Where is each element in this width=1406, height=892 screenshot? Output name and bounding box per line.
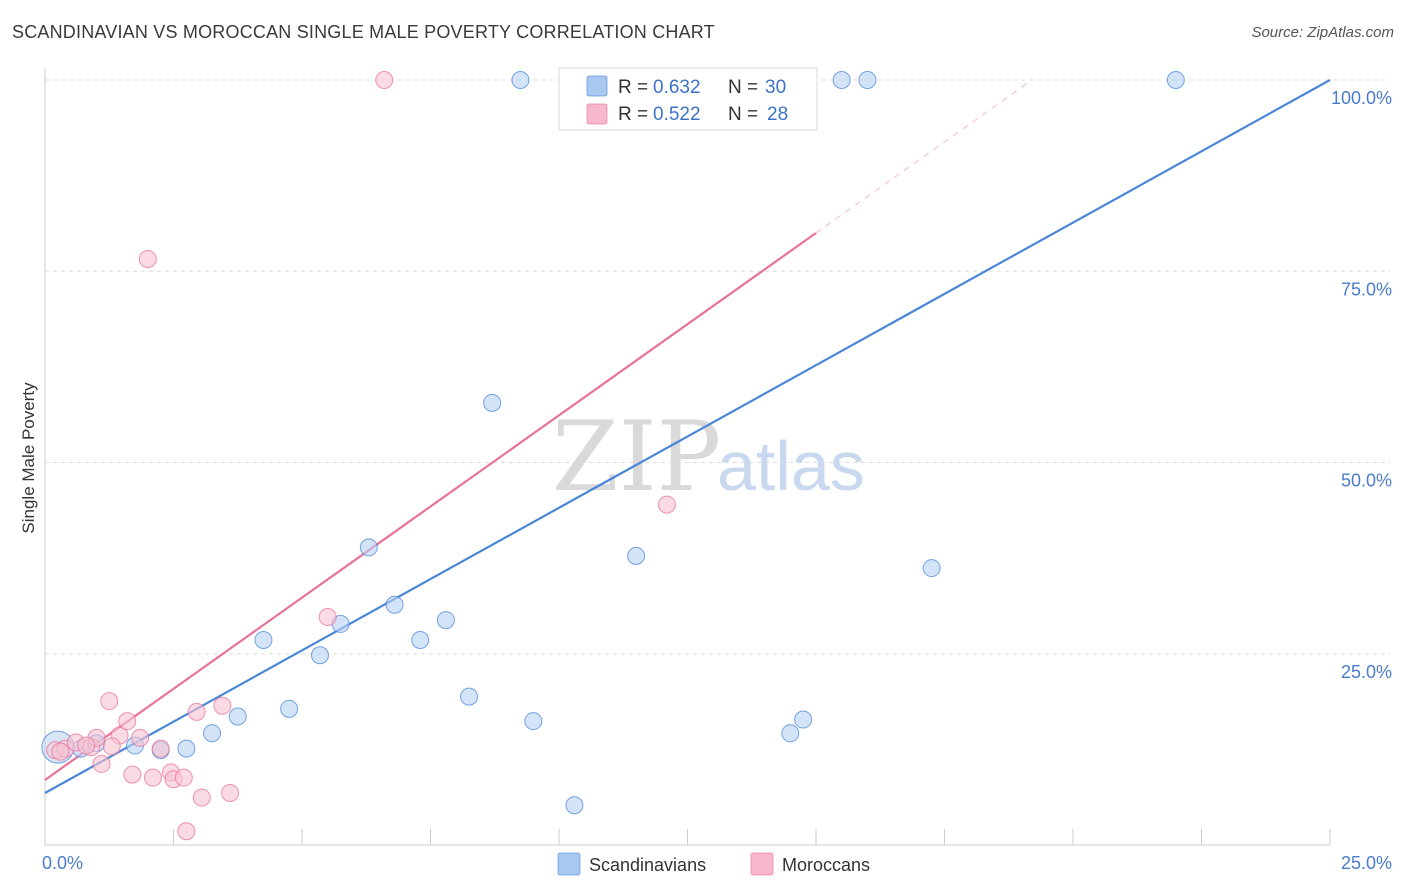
legend-n-label-moroccans: N = xyxy=(728,104,758,125)
scandinavians-point-19 xyxy=(565,796,584,815)
moroccans-point-6 xyxy=(100,692,119,711)
legend-r-value-moroccans: 0.522 xyxy=(653,104,701,125)
scandinavians-point-16 xyxy=(460,687,479,706)
trend-lines xyxy=(44,79,1331,794)
legend-n-label-scandinavians: N = xyxy=(728,77,758,98)
chart-title: SCANDINAVIAN VS MOROCCAN SINGLE MALE POV… xyxy=(12,22,715,42)
moroccans-point-8 xyxy=(118,712,137,731)
correlation-legend: R = 0.632 N = 30 R = 0.522 N = 28 xyxy=(558,67,818,131)
scandinavians-point-9 xyxy=(280,699,299,718)
moroccans-point-18 xyxy=(187,702,206,721)
scandinavians-trend-line xyxy=(44,79,1331,794)
scandinavians-point-18 xyxy=(524,712,543,731)
y-tick-label-3: 100.0% xyxy=(1331,88,1392,108)
scandinavians-point-23 xyxy=(922,559,941,578)
y-tick-label-1: 50.0% xyxy=(1341,471,1392,491)
moroccans-point-21 xyxy=(221,783,240,802)
data-points xyxy=(41,71,1185,841)
legend-r-label-moroccans: R = xyxy=(618,104,648,125)
y-axis-title: Single Male Poverty xyxy=(19,382,38,534)
scandinavians-point-15 xyxy=(436,611,455,630)
scandinavians-point-12 xyxy=(359,538,378,557)
scandinavians-point-29 xyxy=(1166,71,1185,89)
moroccans-point-16 xyxy=(174,768,193,787)
moroccans-point-27 xyxy=(102,737,121,756)
x-tick-label-0: 0.0% xyxy=(42,853,83,873)
watermark-zip: ZIP xyxy=(552,401,721,513)
legend-n-value-scandinavians: 30 xyxy=(765,77,786,98)
moroccans-point-25 xyxy=(51,742,70,761)
moroccans-point-23 xyxy=(375,71,394,89)
moroccans-point-9 xyxy=(123,765,142,784)
series-label-moroccans: Moroccans xyxy=(782,855,870,875)
scandinavians-point-14 xyxy=(411,630,430,649)
legend-swatch-moroccans xyxy=(586,103,608,125)
scandinavians-point-17 xyxy=(483,393,502,412)
source-credit: Source: ZipAtlas.com xyxy=(1251,24,1394,41)
scandinavians-point-8 xyxy=(254,630,273,649)
grid-lines xyxy=(45,79,1390,655)
legend-n-value-moroccans: 28 xyxy=(767,104,788,125)
moroccans-point-13 xyxy=(151,739,170,758)
x-tick-labels: 0.0% 25.0% xyxy=(42,853,1392,873)
scandinavians-point-24 xyxy=(511,71,530,89)
moroccans-point-19 xyxy=(192,788,211,807)
y-tick-labels: 25.0% 50.0% 75.0% 100.0% xyxy=(1331,88,1392,682)
moroccans-point-22 xyxy=(318,608,337,627)
moroccans-point-12 xyxy=(143,768,162,787)
scandinavians-point-28 xyxy=(858,71,877,89)
watermark-atlas: atlas xyxy=(717,427,865,505)
moroccans-point-20 xyxy=(213,696,232,715)
watermark: ZIP atlas xyxy=(552,401,865,513)
scandinavians-point-21 xyxy=(781,724,800,743)
scandinavians-point-6 xyxy=(203,724,222,743)
moroccans-point-5 xyxy=(92,754,111,773)
moroccans-trend-extension xyxy=(815,79,1033,234)
legend-r-label-scandinavians: R = xyxy=(618,77,648,98)
moroccans-point-17 xyxy=(177,822,196,841)
axes xyxy=(44,68,1331,846)
moroccans-point-10 xyxy=(131,728,150,747)
scandinavians-point-27 xyxy=(832,71,851,89)
y-tick-label-0: 25.0% xyxy=(1341,662,1392,682)
scandinavians-point-20 xyxy=(627,546,646,565)
moroccans-point-26 xyxy=(77,736,96,755)
moroccans-point-11 xyxy=(138,250,157,269)
moroccans-point-24 xyxy=(657,495,676,514)
y-tick-label-2: 75.0% xyxy=(1341,279,1392,299)
series-swatch-scandinavians xyxy=(557,852,581,876)
x-tick-label-1: 25.0% xyxy=(1341,853,1392,873)
series-legend: Scandinavians Moroccans xyxy=(557,852,870,876)
series-moroccans xyxy=(46,71,676,841)
scandinavians-point-22 xyxy=(794,710,813,729)
legend-r-value-scandinavians: 0.632 xyxy=(653,77,701,98)
series-label-scandinavians: Scandinavians xyxy=(589,855,706,875)
legend-swatch-scandinavians xyxy=(586,75,608,97)
series-swatch-moroccans xyxy=(750,852,774,876)
moroccans-trend-line xyxy=(44,232,817,781)
scandinavians-point-10 xyxy=(310,646,329,665)
scandinavians-point-5 xyxy=(177,739,196,758)
scandinavians-point-13 xyxy=(385,595,404,614)
scandinavians-point-7 xyxy=(228,707,247,726)
